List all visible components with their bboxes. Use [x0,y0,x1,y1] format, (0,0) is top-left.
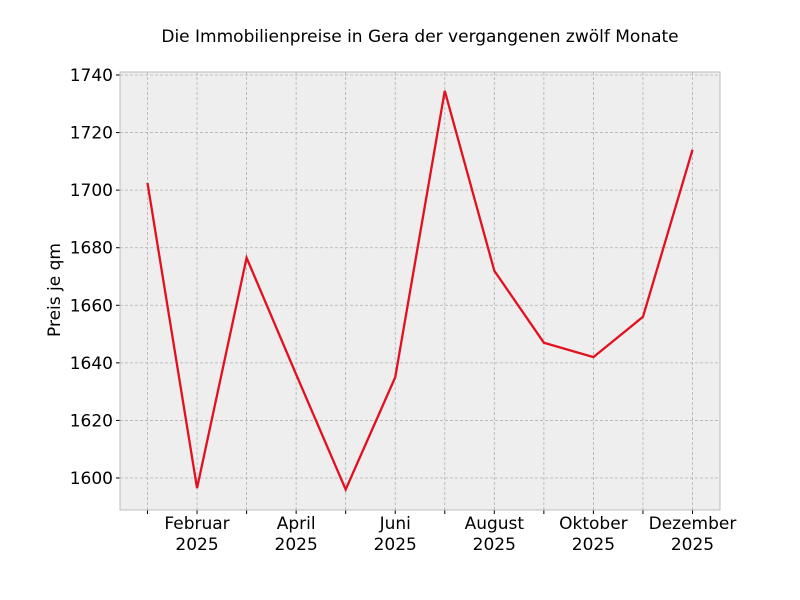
y-tick-label: 1700 [70,181,113,201]
x-tick-label-month: August [465,514,525,534]
price-line [146,90,694,493]
x-tick-label-month: Oktober [559,514,628,534]
x-tick-label-month: Februar [164,514,229,534]
plot-area [120,72,720,510]
y-tick-label: 1740 [70,66,113,86]
x-tick-label-year: 2025 [175,535,218,555]
x-tick-label-month: Dezember [649,514,737,534]
x-tick-label-year: 2025 [275,535,318,555]
x-tick-label-year: 2025 [572,535,615,555]
y-tick-label: 1720 [70,124,113,144]
x-tick-label-year: 2025 [671,535,714,555]
y-tick-label: 1640 [70,354,113,374]
y-tick-label: 1620 [70,411,113,431]
x-tick-label-month: Juni [379,514,411,534]
y-tick-label: 1680 [70,239,113,259]
plot-frame [119,71,721,511]
x-tick-label-year: 2025 [374,535,417,555]
x-tick-label-year: 2025 [473,535,516,555]
y-tick-label: 1660 [70,296,113,316]
y-tick-label: 1600 [70,469,113,489]
x-tick-label-month: April [277,514,316,534]
chart-title: Die Immobilienpreise in Gera der vergang… [161,27,679,47]
